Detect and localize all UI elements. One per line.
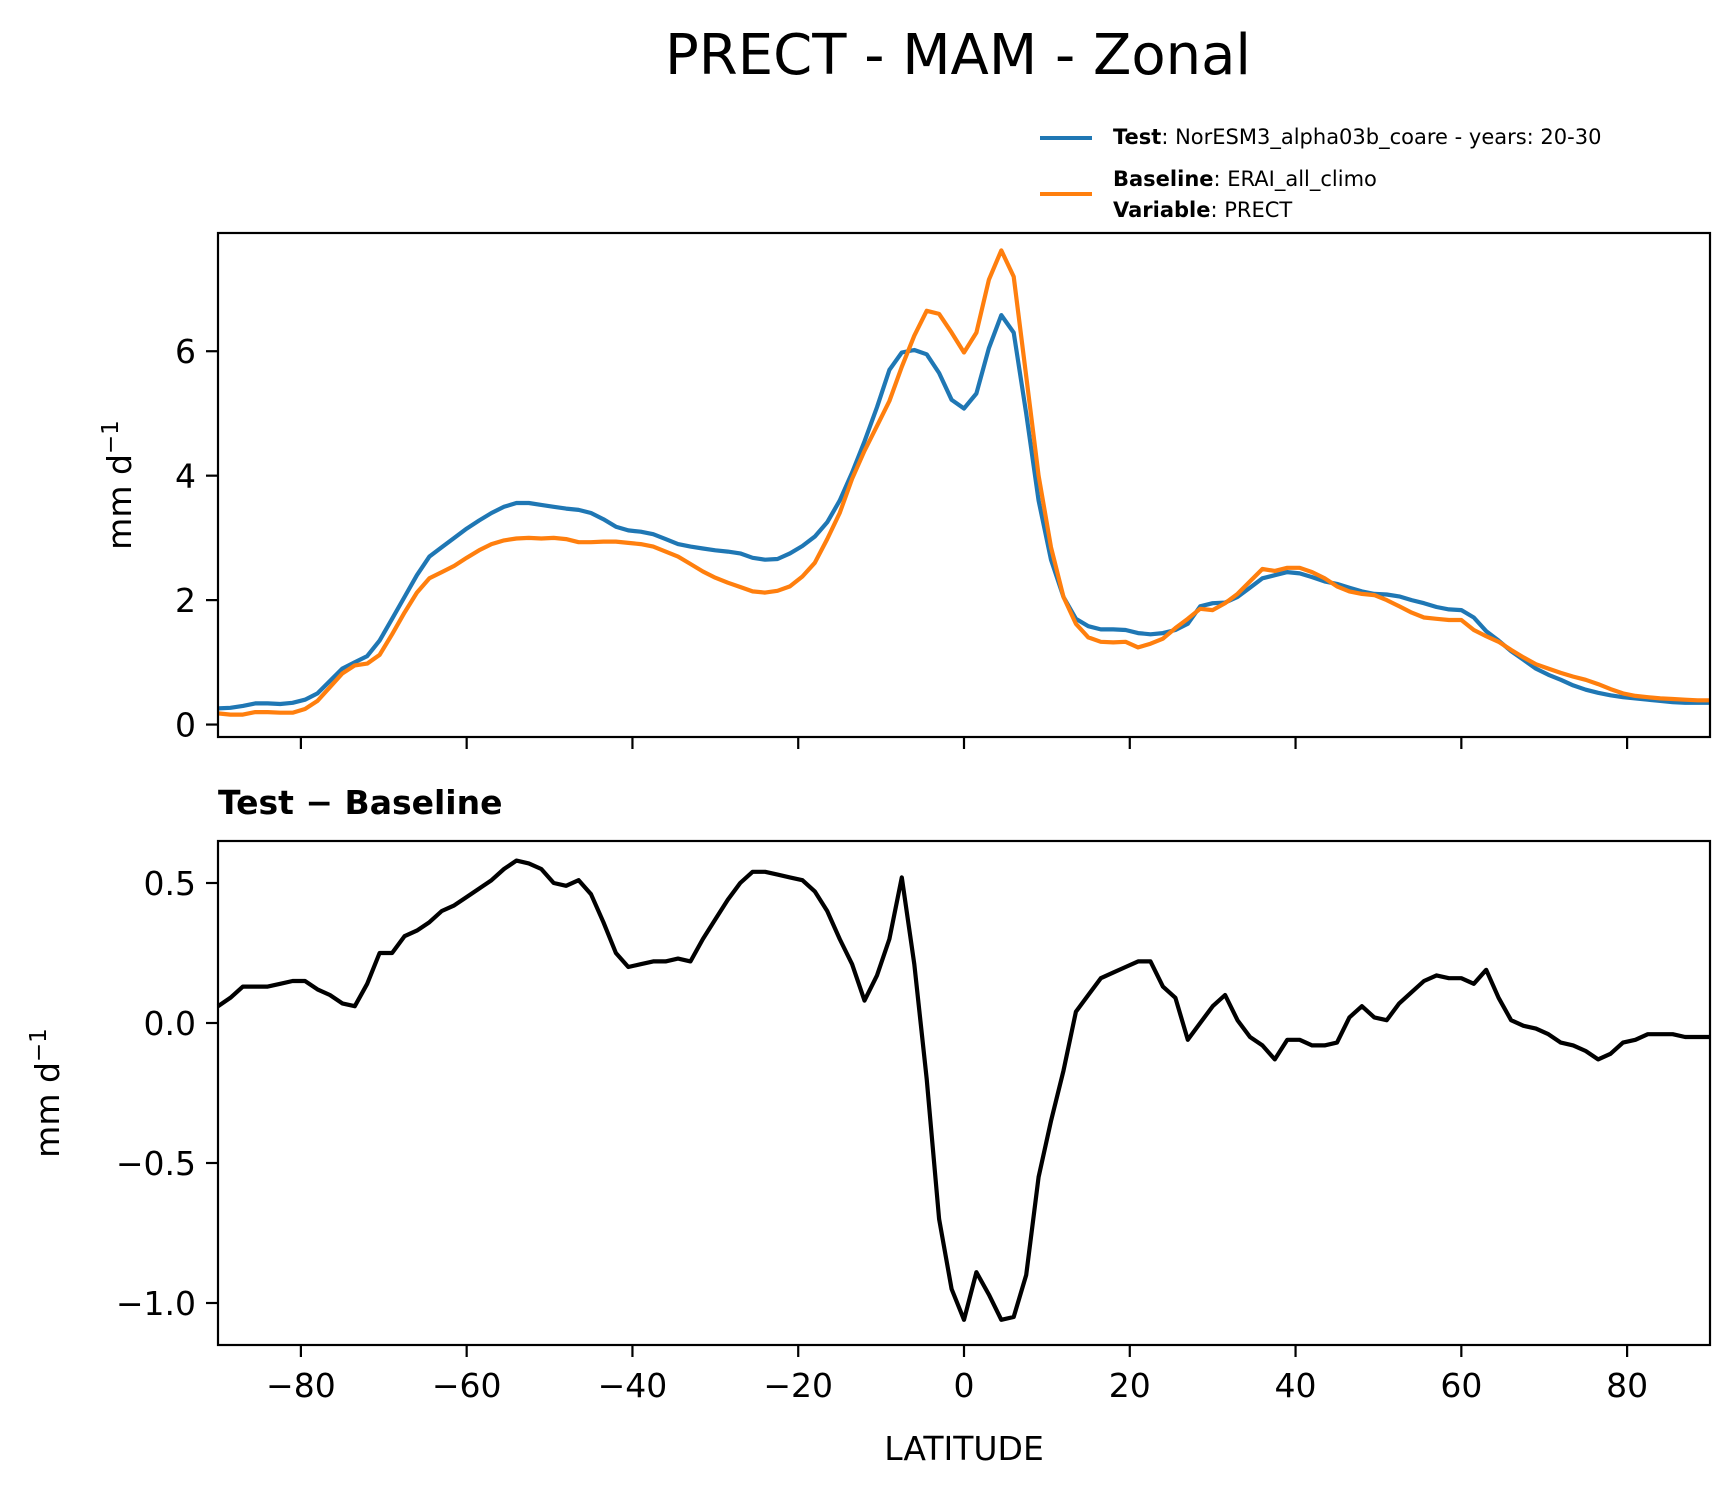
legend: Test: NorESM3_alpha03b_coare - years: 20… (1040, 125, 1601, 222)
bottom-ytick-label: 0.0 (144, 1004, 196, 1043)
bottom-xtick-label: 80 (1606, 1366, 1648, 1405)
top-axes-frame (216, 231, 1712, 739)
bottom-panel: Test − Baseline −80 −60 −40 −20 0 20 40 60 80 0.5… (26, 783, 1712, 1468)
top-ytick-label: 2 (175, 581, 196, 620)
legend-baseline-key: Baseline (1113, 167, 1214, 191)
bottom-ylabel: mm d−1 (26, 1028, 67, 1158)
legend-baseline-text: Baseline: ERAI_all_climo (1113, 167, 1377, 192)
bottom-ytick-label: −1.0 (116, 1284, 196, 1323)
top-ytick-label: 6 (175, 332, 196, 371)
bottom-xtick-label: −20 (763, 1366, 833, 1405)
bottom-xtick-label: 40 (1275, 1366, 1317, 1405)
top-panel: 0 2 4 6 mm d−1 (98, 231, 1712, 749)
legend-test-key: Test (1113, 125, 1161, 149)
top-ytick-label: 0 (175, 706, 196, 745)
bottom-xtick-label: 60 (1440, 1366, 1482, 1405)
bottom-xtick-label: 20 (1109, 1366, 1151, 1405)
bottom-xlabel: LATITUDE (884, 1429, 1044, 1468)
bottom-axes-frame (216, 839, 1712, 1347)
top-ytick-label: 4 (175, 457, 196, 496)
bottom-xtick-label: −80 (266, 1366, 336, 1405)
bottom-xtick-label: 0 (954, 1366, 975, 1405)
legend-variable-value: : PRECT (1210, 198, 1292, 222)
bottom-xtick-label: −60 (432, 1366, 502, 1405)
legend-variable-key: Variable (1113, 198, 1210, 222)
bottom-series-test-baseline (216, 858, 1710, 1322)
bottom-ytick-label: −0.5 (116, 1144, 196, 1183)
legend-variable-text: Variable: PRECT (1113, 198, 1292, 222)
chart-title: PRECT - MAM - Zonal (665, 23, 1251, 88)
top-ylabel: mm d−1 (98, 420, 139, 550)
legend-test-text: Test: NorESM3_alpha03b_coare - years: 20… (1113, 125, 1601, 150)
legend-baseline-value: : ERAI_all_climo (1214, 167, 1377, 192)
bottom-panel-title: Test − Baseline (218, 783, 503, 822)
legend-test-value: : NorESM3_alpha03b_coare - years: 20-30 (1161, 125, 1601, 150)
bottom-xtick-label: −40 (598, 1366, 668, 1405)
top-series-test (217, 313, 1710, 711)
top-series-baseline (217, 248, 1710, 717)
bottom-ytick-label: 0.5 (144, 864, 196, 903)
